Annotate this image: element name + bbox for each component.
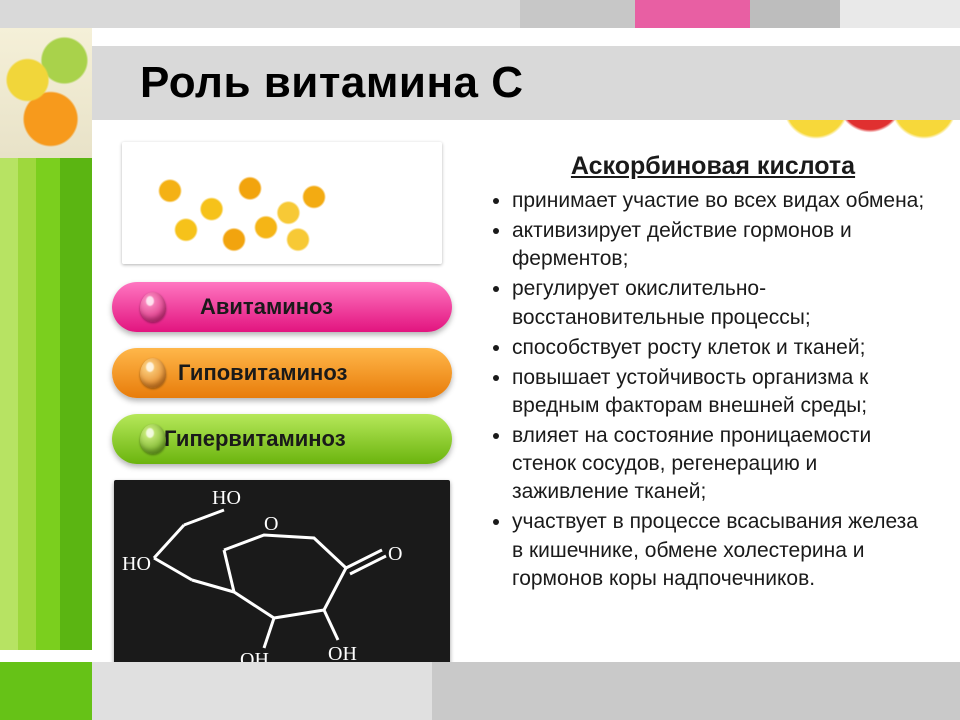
info-panel: Аскорбиновая кислота принимает участие в… [468, 142, 950, 688]
bar-label: Гиповитаминоз [178, 360, 347, 386]
panel-list: принимает участие во всех видах обмена; … [498, 187, 928, 593]
list-item: повышает устойчивость организма к вредны… [512, 364, 928, 420]
list-item: влияет на состояние проницаемости стенок… [512, 422, 928, 506]
bar-avitaminoz: Авитаминоз [112, 282, 452, 332]
formula-ho-label: HO [212, 487, 241, 509]
list-item: активизирует действие гормонов и фермент… [512, 217, 928, 273]
formula-ho-label: HO [122, 553, 151, 575]
list-item: регулирует окислительно-восстановительны… [512, 275, 928, 331]
drop-icon [140, 358, 166, 388]
bar-label: Авитаминоз [200, 294, 333, 320]
drop-icon [140, 292, 166, 322]
formula-o-label: O [264, 513, 278, 535]
formula-o-label: O [388, 543, 402, 565]
drop-icon [140, 424, 166, 454]
top-accent-bar [0, 0, 960, 28]
bar-gipovitaminoz: Гиповитаминоз [112, 348, 452, 398]
list-item: участвует в процессе всасывания железа в… [512, 508, 928, 592]
slide-title: Роль витамина С [140, 58, 524, 108]
list-item: принимает участие во всех видах обмена; [512, 187, 928, 215]
title-bar: Роль витамина С [92, 46, 960, 120]
list-item: способствует росту клеток и тканей; [512, 334, 928, 362]
panel-heading: Аскорбиновая кислота [498, 152, 928, 181]
bar-gipervitaminoz: Гипервитаминоз [112, 414, 452, 464]
left-fruit-photo [0, 28, 92, 158]
green-side-strip [0, 158, 92, 650]
slide: Роль витамина С Авитаминоз Гиповитаминоз… [0, 0, 960, 720]
bottom-accent-bar [0, 662, 960, 720]
vitamin-pills-photo [122, 142, 442, 264]
bar-label: Гипервитаминоз [164, 426, 346, 452]
content-area: Авитаминоз Гиповитаминоз Гипервитаминоз … [92, 130, 950, 710]
